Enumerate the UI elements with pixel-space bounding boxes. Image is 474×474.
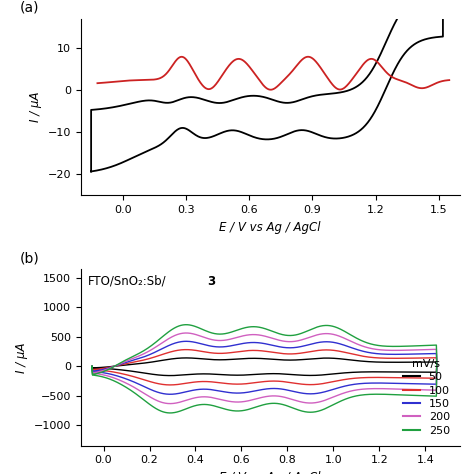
Text: 3: 3 xyxy=(208,274,216,288)
Text: FTO/SnO₂:Sb/: FTO/SnO₂:Sb/ xyxy=(88,274,167,288)
Y-axis label: I / μA: I / μA xyxy=(29,92,42,122)
Text: (a): (a) xyxy=(20,1,39,15)
Text: (b): (b) xyxy=(20,251,40,265)
X-axis label: E / V vs Ag / AgCl: E / V vs Ag / AgCl xyxy=(219,220,321,234)
Legend: 50, 100, 150, 200, 250: 50, 100, 150, 200, 250 xyxy=(399,355,454,440)
X-axis label: E / V vs Ag / AgCl: E / V vs Ag / AgCl xyxy=(219,471,321,474)
Y-axis label: I / μA: I / μA xyxy=(15,342,28,373)
